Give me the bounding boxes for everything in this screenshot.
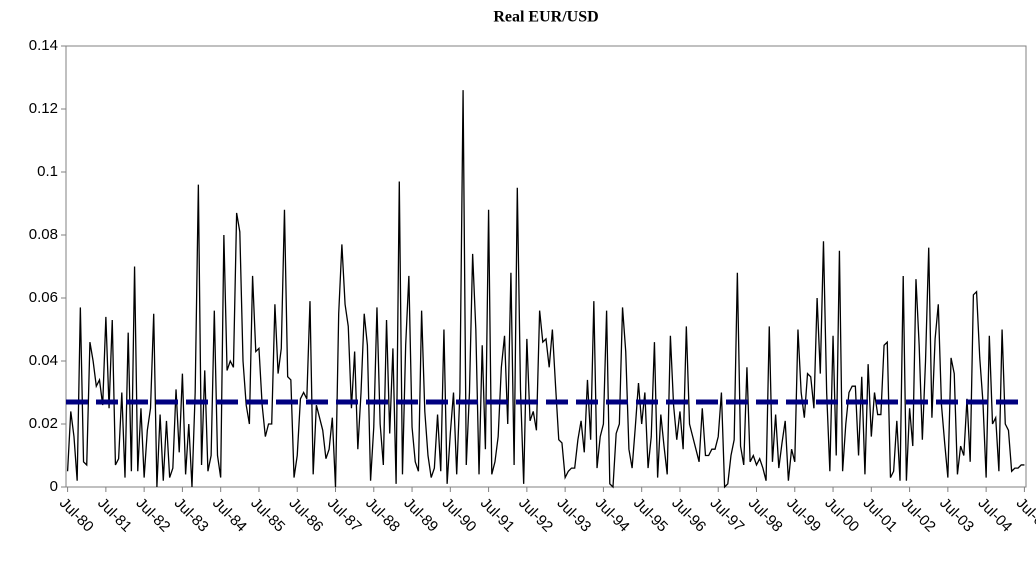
y-tick-label: 0.02: [29, 415, 58, 432]
y-tick-label: 0.12: [29, 100, 58, 117]
x-tick-label: Jul-01: [860, 495, 901, 536]
x-tick-label: Jul-95: [630, 495, 671, 536]
x-tick-label: Jul-86: [286, 495, 327, 536]
chart-title: Real EUR/USD: [493, 9, 598, 26]
x-tick-label: Jul-88: [362, 495, 403, 536]
y-tick-label: 0.06: [29, 289, 58, 306]
x-tick-label: Jul-96: [668, 495, 709, 536]
y-tick-label: 0: [50, 478, 58, 495]
x-tick-label: Jul-99: [783, 495, 824, 536]
x-tick-label: Jul-00: [821, 495, 862, 536]
x-tick-label: Jul-89: [400, 495, 441, 536]
x-tick-label: Jul-84: [209, 495, 250, 536]
y-tick-label: 0.04: [29, 352, 58, 369]
y-tick-label: 0.1: [37, 163, 58, 180]
x-tick-label: Jul-03: [936, 495, 977, 536]
x-tick-label: Jul-94: [592, 495, 633, 536]
x-tick-label: Jul-80: [56, 495, 97, 536]
x-tick-label: Jul-04: [974, 495, 1015, 536]
y-tick-label: 0.08: [29, 226, 58, 243]
x-tick-label: Jul-82: [133, 495, 174, 536]
x-tick-label: Jul-81: [94, 495, 135, 536]
data-line: [66, 90, 1025, 489]
x-tick-label: Jul-92: [515, 495, 556, 536]
x-tick-label: Jul-87: [324, 495, 365, 536]
x-tick-label: Jul-02: [898, 495, 939, 536]
x-tick-label: Jul-05: [1013, 495, 1036, 536]
x-tick-label: Jul-85: [247, 495, 288, 536]
y-tick-label: 0.14: [29, 37, 58, 54]
x-tick-label: Jul-98: [745, 495, 786, 536]
x-tick-label: Jul-97: [707, 495, 748, 536]
x-tick-label: Jul-83: [171, 495, 212, 536]
plot-area: [65, 45, 1027, 488]
x-tick-label: Jul-91: [477, 495, 518, 536]
x-tick-label: Jul-90: [439, 495, 480, 536]
x-tick-label: Jul-93: [554, 495, 595, 536]
